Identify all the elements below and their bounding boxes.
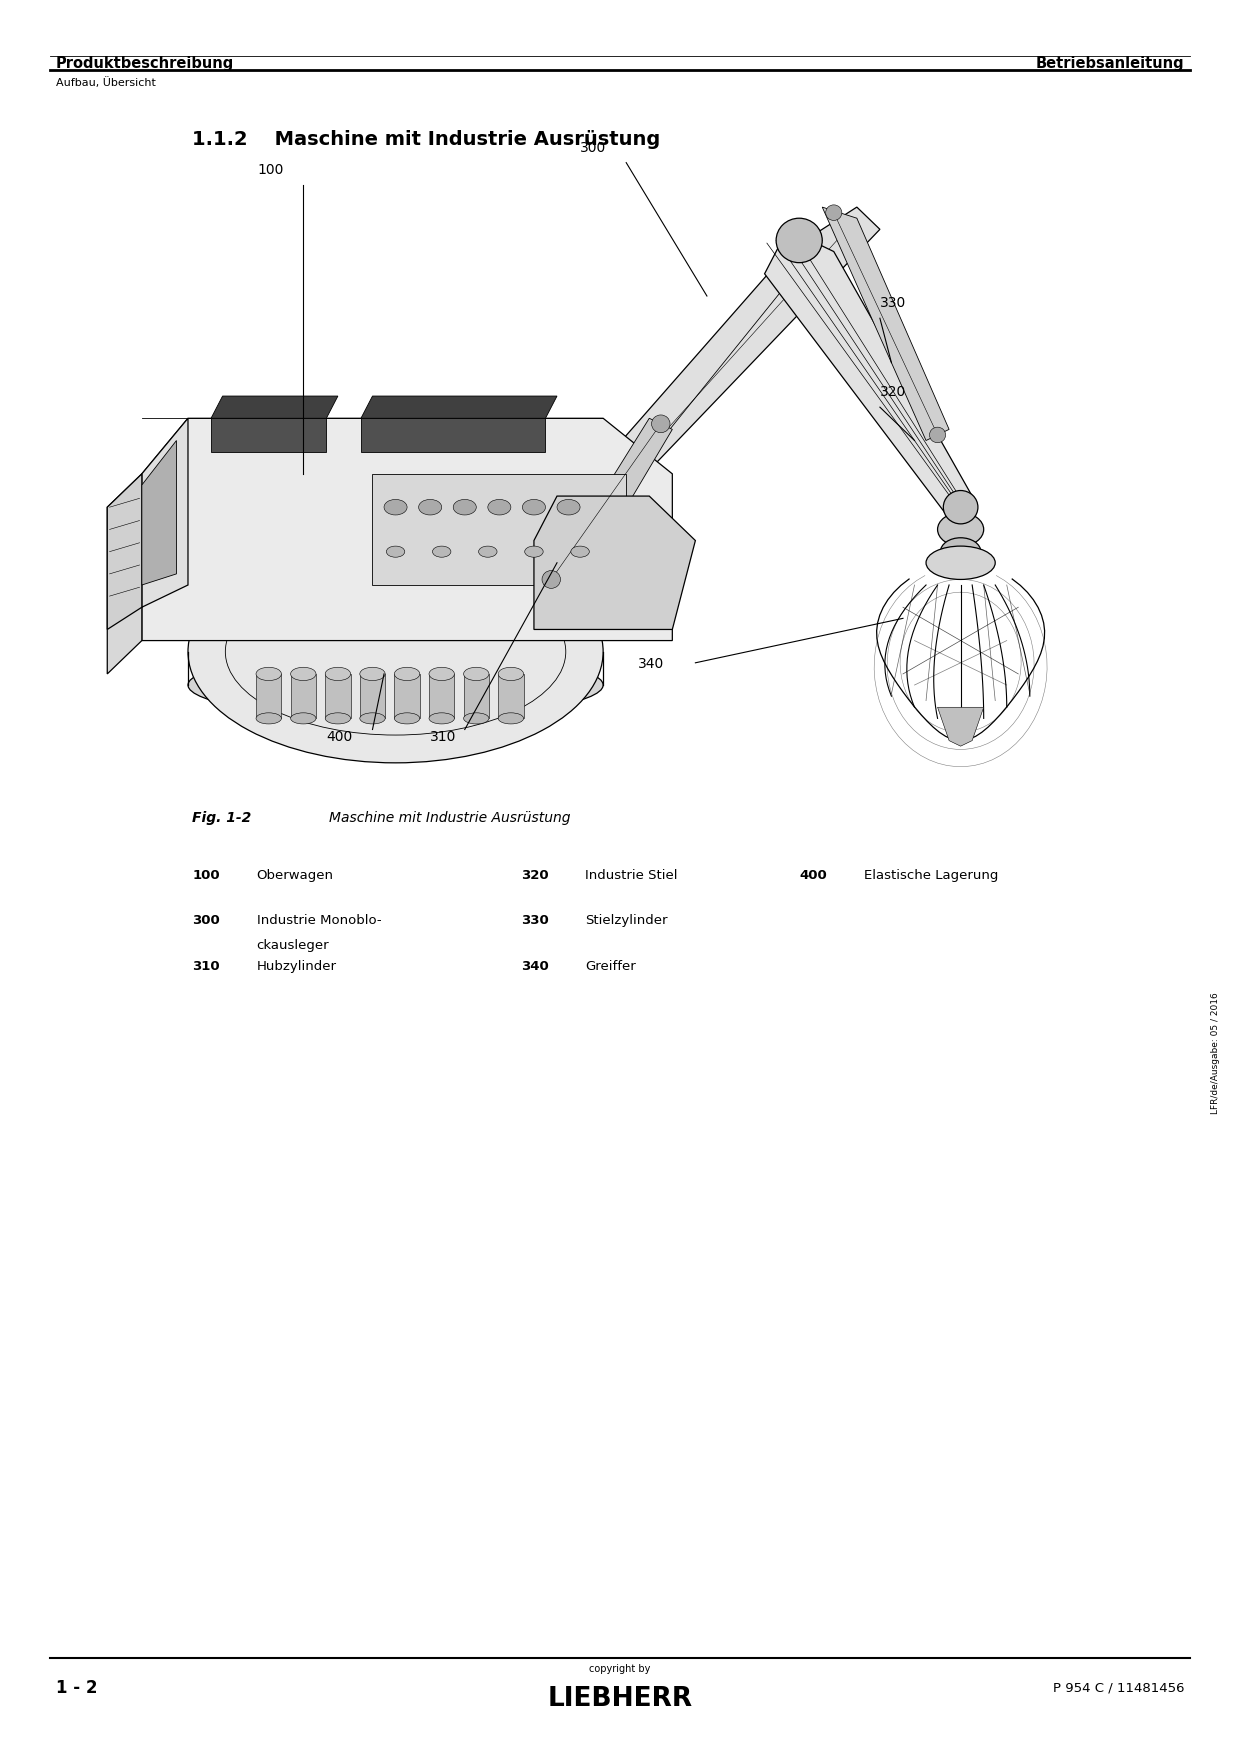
Text: Maschine mit Industrie Ausrüstung: Maschine mit Industrie Ausrüstung [329,811,570,825]
Circle shape [542,570,560,588]
Ellipse shape [498,713,523,725]
Text: 340: 340 [637,658,663,672]
Ellipse shape [940,537,981,565]
Ellipse shape [290,667,316,681]
Text: copyright by: copyright by [589,1664,651,1674]
Bar [498,674,523,718]
Polygon shape [372,474,626,584]
Ellipse shape [419,500,441,514]
Bar [255,674,281,718]
Text: Produktbeschreibung: Produktbeschreibung [56,56,234,70]
Ellipse shape [498,667,523,681]
Ellipse shape [394,667,420,681]
Ellipse shape [255,667,281,681]
Polygon shape [937,707,983,746]
Ellipse shape [522,500,546,514]
Ellipse shape [557,500,580,514]
Text: Aufbau, Übersicht: Aufbau, Übersicht [56,77,156,88]
Text: 340: 340 [521,960,548,972]
Ellipse shape [394,713,420,725]
Polygon shape [765,230,972,518]
Ellipse shape [360,667,386,681]
Circle shape [651,414,670,433]
Ellipse shape [433,546,451,558]
Text: Betriebsanleitung: Betriebsanleitung [1035,56,1184,70]
Text: 300: 300 [192,914,219,927]
Circle shape [776,218,822,263]
Ellipse shape [188,541,603,763]
Circle shape [826,205,842,221]
Ellipse shape [290,713,316,725]
Ellipse shape [464,667,489,681]
Text: Greiffer: Greiffer [585,960,636,972]
Text: Hubzylinder: Hubzylinder [257,960,337,972]
Bar [464,674,489,718]
Polygon shape [211,397,339,418]
Polygon shape [822,207,949,441]
Polygon shape [361,418,546,451]
Text: 330: 330 [880,297,906,311]
Ellipse shape [360,713,386,725]
Text: 300: 300 [580,140,606,154]
Text: 400: 400 [800,869,827,881]
Text: 1 - 2: 1 - 2 [56,1680,97,1697]
Ellipse shape [325,713,351,725]
Text: Industrie Monoblo-: Industrie Monoblo- [257,914,382,927]
Text: 100: 100 [257,163,284,177]
Bar [360,674,386,718]
Ellipse shape [926,546,996,579]
Bar [429,674,454,718]
Ellipse shape [255,713,281,725]
Polygon shape [211,418,326,451]
Ellipse shape [479,546,497,558]
Polygon shape [546,418,672,584]
Polygon shape [534,207,880,563]
Polygon shape [534,497,696,630]
Ellipse shape [487,500,511,514]
Bar [325,674,351,718]
Ellipse shape [570,546,589,558]
Ellipse shape [429,713,454,725]
Ellipse shape [464,713,489,725]
Circle shape [930,426,946,442]
Text: 100: 100 [192,869,219,881]
Text: Stielzylinder: Stielzylinder [585,914,668,927]
Ellipse shape [325,667,351,681]
Ellipse shape [429,667,454,681]
Text: 400: 400 [326,730,352,744]
Polygon shape [141,441,176,584]
Text: Oberwagen: Oberwagen [257,869,334,881]
Bar [290,674,316,718]
Ellipse shape [454,500,476,514]
Ellipse shape [384,500,407,514]
Ellipse shape [937,512,983,546]
Polygon shape [108,474,141,674]
Text: 320: 320 [521,869,548,881]
Text: P 954 C / 11481456: P 954 C / 11481456 [1053,1681,1184,1695]
Polygon shape [141,418,188,607]
Text: 320: 320 [880,384,906,398]
Text: LIEBHERR: LIEBHERR [547,1687,693,1711]
Text: Elastische Lagerung: Elastische Lagerung [864,869,998,881]
Text: LFR/de/Ausgabe: 05 / 2016: LFR/de/Ausgabe: 05 / 2016 [1210,992,1220,1114]
Polygon shape [361,397,557,418]
Text: 1.1.2    Maschine mit Industrie Ausrüstung: 1.1.2 Maschine mit Industrie Ausrüstung [192,130,661,149]
Ellipse shape [387,546,404,558]
Polygon shape [141,418,672,641]
Bar [394,674,420,718]
Text: Fig. 1-2: Fig. 1-2 [192,811,252,825]
Circle shape [944,491,978,523]
Ellipse shape [525,546,543,558]
Text: ckausleger: ckausleger [257,939,330,951]
Text: Industrie Stiel: Industrie Stiel [585,869,678,881]
Ellipse shape [188,651,603,718]
Text: 310: 310 [192,960,219,972]
Text: 330: 330 [521,914,548,927]
Polygon shape [108,474,141,630]
Text: 310: 310 [430,730,456,744]
